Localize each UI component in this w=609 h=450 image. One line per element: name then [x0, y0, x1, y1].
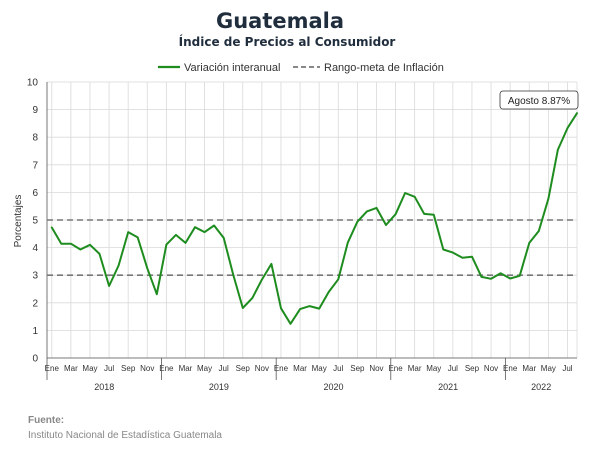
y-tick-label: 10 [27, 78, 39, 89]
y-tick-label: 9 [32, 105, 38, 116]
x-tick-label: Nov [255, 364, 269, 373]
annotation-box [499, 90, 579, 110]
y-tick-label: 0 [32, 354, 38, 365]
x-tick-label: May [197, 364, 212, 373]
year-label: 2018 [94, 382, 114, 392]
x-tick-label: Mar [522, 364, 536, 373]
x-tick-label: Jul [219, 364, 229, 373]
x-tick-label: Ene [45, 364, 60, 373]
legend-label-series: Variación interanual [184, 62, 280, 74]
y-tick-label: 3 [32, 271, 38, 282]
y-tick-label: 6 [32, 188, 38, 199]
x-tick-label: Jul [448, 364, 458, 373]
target-range-lines [47, 219, 577, 277]
chart-subtitle: Índice de Precios al Consumidor [179, 34, 396, 49]
x-tick-label: Ene [274, 364, 289, 373]
source-text: Instituto Nacional de Estadística Guatem… [28, 430, 222, 441]
x-tick-label: May [541, 364, 556, 373]
year-label: 2020 [323, 382, 343, 392]
series-inflation [50, 112, 578, 325]
x-tick-label: Sep [465, 364, 480, 373]
x-tick-label: Jul [333, 364, 343, 373]
series-line [50, 112, 578, 325]
x-tick-label: Sep [121, 364, 136, 373]
x-tick-label: Sep [236, 364, 251, 373]
x-tick-label: Ene [388, 364, 403, 373]
year-label: 2022 [531, 382, 551, 392]
x-tick-label: Jul [562, 364, 572, 373]
x-tick-label: May [426, 364, 441, 373]
x-tick-label: Mar [293, 364, 307, 373]
x-tick-label: Jul [104, 364, 114, 373]
x-axis: Ene Mar May Jul Sep Nov Ene Mar May Jul Sep Nov Ene M… [45, 82, 577, 392]
x-tick-label: May [82, 364, 97, 373]
y-tick-label: 8 [32, 133, 38, 144]
x-tick-label: Sep [350, 364, 365, 373]
year-label: 2019 [209, 382, 229, 392]
annotation: Agosto 8.87% [499, 90, 579, 110]
legend-label-target: Rango-meta de Inflación [324, 62, 444, 74]
x-tick-label: Nov [140, 364, 154, 373]
x-tick-label: Nov [369, 364, 383, 373]
y-tick-label: 2 [32, 298, 38, 309]
chart-title: Guatemala [216, 9, 344, 33]
y-axis-label: Porcentajes [13, 195, 24, 248]
x-tick-label: Ene [159, 364, 174, 373]
x-tick-label: Mar [64, 364, 78, 373]
x-tick-label: Ene [503, 364, 518, 373]
y-tick-label: 1 [32, 326, 38, 337]
x-tick-label: Mar [408, 364, 422, 373]
y-tick-label: 5 [32, 216, 38, 227]
year-label: 2021 [438, 382, 458, 392]
y-axis-ticks: 0 1 2 3 4 5 6 7 8 9 10 [27, 78, 39, 365]
x-tick-label: May [312, 364, 327, 373]
legend: Variación interanual Rango-meta de Infla… [158, 62, 444, 74]
x-tick-label: Mar [179, 364, 193, 373]
annotation-label: Agosto 8.87% [508, 96, 570, 107]
y-tick-label: 4 [32, 243, 38, 254]
x-tick-label: Nov [484, 364, 498, 373]
y-tick-label: 7 [32, 160, 38, 171]
source-title: Fuente: [28, 415, 64, 426]
